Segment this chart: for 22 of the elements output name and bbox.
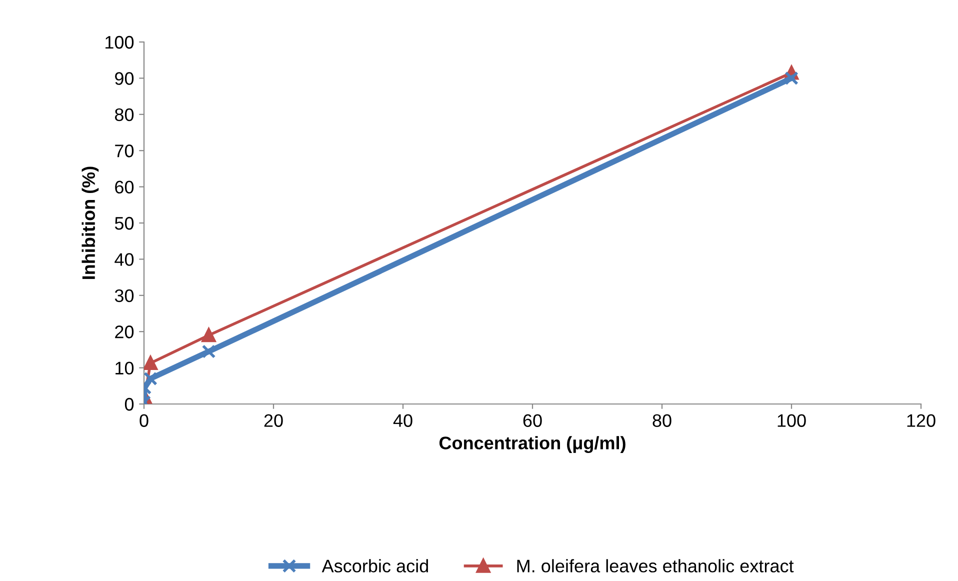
y-tick-label: 10 [116,362,134,375]
legend-label: Ascorbic acid [322,559,428,572]
x-tick-label: 0 [140,414,148,427]
y-tick-label: 40 [114,253,134,266]
x-tick-label: 60 [523,414,542,427]
legend-label: M. oleifera leaves ethanolic extract [517,559,794,572]
y-tick-label: 70 [115,144,134,158]
y-tick-label: 100 [106,36,134,49]
y-tick-label: 20 [115,326,134,338]
y-axis-title: Inhibition (%) [82,166,99,279]
x-tick-label: 120 [907,414,936,427]
x-tick-label: 100 [778,414,806,427]
y-tick-label: 80 [114,108,134,122]
y-tick-label: 60 [115,180,134,194]
x-axis-title: Concentration (μg/ml) [439,436,626,454]
y-tick-label: 50 [114,216,134,230]
x-tick-label: 40 [393,414,412,427]
y-tick-label: 0 [124,398,134,411]
x-tick-label: 20 [264,414,283,427]
y-tick-label: 90 [115,72,134,85]
x-tick-label: 80 [652,414,672,427]
y-tick-label: 30 [114,289,134,302]
